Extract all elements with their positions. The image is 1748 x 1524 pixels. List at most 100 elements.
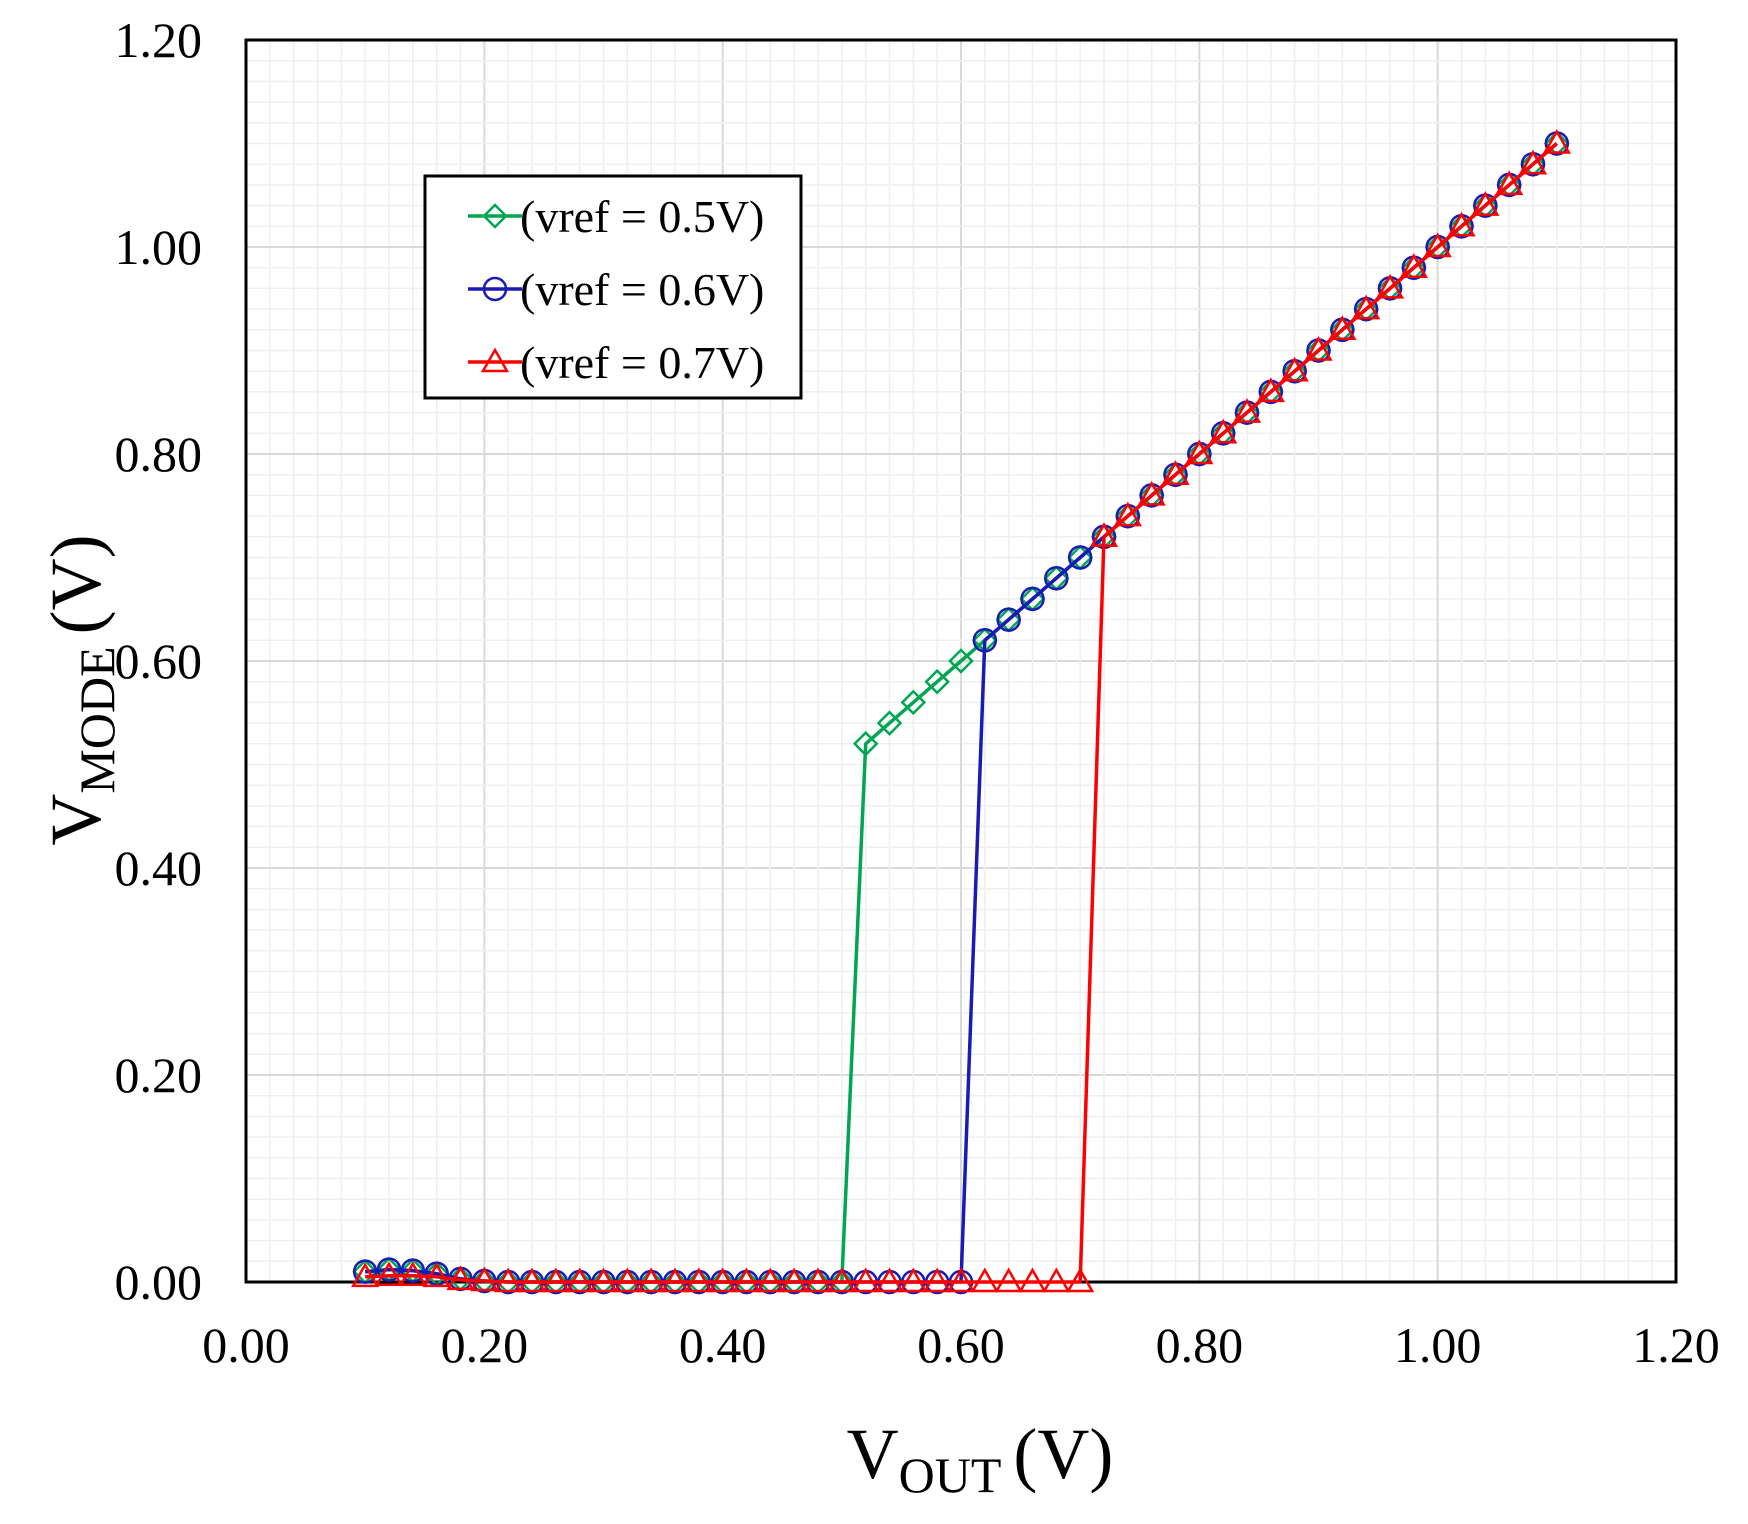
y-tick-label: 0.20	[115, 1047, 203, 1103]
data-point	[946, 1267, 976, 1293]
y-tick-label: 0.00	[115, 1254, 203, 1310]
series-3	[351, 128, 1571, 1293]
data-point	[637, 1267, 666, 1293]
data-point	[541, 1267, 570, 1293]
data-point	[1067, 545, 1093, 570]
legend-swatch-marker	[482, 276, 508, 302]
data-point	[1399, 253, 1428, 278]
series-layer	[351, 128, 1571, 1295]
data-point	[1018, 1267, 1047, 1293]
y-axis-title-subscript: MODE	[69, 646, 125, 793]
y-tick-label: 0.40	[115, 840, 203, 896]
x-tick-labels: 0.00 0.20 0.40 0.60 0.80 1.00 1.20	[202, 1317, 1720, 1373]
data-point	[1066, 1267, 1095, 1293]
data-point	[1280, 356, 1309, 382]
data-point	[924, 668, 950, 695]
data-point	[1113, 501, 1142, 527]
data-point	[852, 731, 879, 757]
y-tick-label: 0.60	[115, 633, 203, 689]
data-point	[1209, 418, 1238, 444]
data-point	[851, 1267, 880, 1293]
data-point	[732, 1267, 761, 1293]
y-tick-labels: 0.00 0.20 0.40 0.60 0.80 1.00 1.20	[115, 12, 203, 1310]
data-point	[1423, 232, 1452, 258]
data-point	[374, 1261, 404, 1287]
data-point	[684, 1267, 713, 1293]
data-point	[1256, 377, 1285, 403]
data-point	[1042, 1267, 1071, 1293]
data-point	[422, 1262, 451, 1288]
data-point	[708, 1267, 737, 1293]
data-point	[494, 1267, 523, 1293]
y-tick-label: 1.00	[115, 219, 203, 275]
data-point	[470, 1266, 499, 1292]
y-axis-title-unit: (V)	[36, 534, 116, 634]
data-point	[899, 1267, 928, 1293]
data-point	[398, 1261, 427, 1287]
x-tick-label: 1.20	[1632, 1317, 1720, 1373]
data-point	[1447, 211, 1476, 237]
data-point	[970, 1267, 999, 1293]
data-point	[1518, 149, 1548, 175]
data-point	[517, 1267, 547, 1293]
legend: (vref = 0.5V) (vref = 0.6V) (vref = 0.7V)	[423, 174, 803, 400]
data-point	[1471, 191, 1500, 216]
grid	[246, 40, 1676, 1282]
y-axis-title: VMODE (V)	[36, 534, 125, 845]
data-point	[948, 648, 974, 674]
data-point	[875, 1267, 904, 1293]
data-point	[351, 1262, 380, 1288]
data-point	[1232, 398, 1262, 423]
legend-label: (vref = 0.6V)	[520, 264, 764, 315]
y-tick-label: 1.20	[115, 12, 203, 68]
legend-swatch-marker	[482, 203, 508, 229]
data-point	[780, 1267, 809, 1293]
x-tick-label: 0.20	[441, 1317, 529, 1373]
x-tick-label: 0.00	[202, 1317, 290, 1373]
data-point	[1495, 170, 1524, 196]
data-point	[1375, 273, 1405, 299]
x-axis-title-unit: (V)	[1013, 1414, 1113, 1494]
data-point	[900, 689, 927, 716]
data-point	[1328, 315, 1357, 341]
data-point	[660, 1267, 690, 1293]
data-point	[352, 1259, 378, 1284]
legend-swatch-marker	[480, 347, 510, 373]
x-axis-title: VOUT (V)	[847, 1414, 1114, 1503]
x-tick-label: 0.40	[679, 1317, 767, 1373]
data-point	[446, 1265, 475, 1291]
data-point	[876, 710, 903, 736]
legend-item: (vref = 0.7V)	[468, 337, 764, 388]
y-axis-title-main: V	[36, 794, 116, 846]
legend-items: (vref = 0.5V) (vref = 0.6V) (vref = 0.7V)	[468, 191, 764, 388]
data-point	[1352, 294, 1381, 320]
y-tick-label: 0.80	[115, 426, 203, 482]
x-tick-label: 0.80	[1156, 1317, 1244, 1373]
data-point	[1137, 480, 1166, 506]
data-point	[803, 1267, 833, 1293]
x-axis-title-main: V	[847, 1414, 899, 1494]
data-point	[923, 1267, 952, 1293]
legend-item: (vref = 0.6V)	[468, 264, 764, 315]
x-tick-label: 0.60	[917, 1317, 1005, 1373]
data-point	[1542, 128, 1571, 154]
x-tick-label: 1.00	[1394, 1317, 1482, 1373]
data-point	[1044, 565, 1069, 591]
data-point	[1089, 522, 1119, 548]
legend-label: (vref = 0.5V)	[520, 191, 764, 242]
legend-item: (vref = 0.5V)	[468, 191, 764, 242]
data-point	[1185, 439, 1214, 465]
x-axis-title-subscript: OUT	[899, 1447, 1002, 1503]
data-point	[589, 1267, 618, 1293]
data-point	[376, 1257, 402, 1282]
data-point	[827, 1267, 856, 1293]
legend-label: (vref = 0.7V)	[520, 337, 764, 388]
data-point	[400, 1258, 426, 1283]
data-point	[613, 1267, 642, 1293]
data-point	[1161, 460, 1190, 485]
data-point	[972, 628, 998, 653]
data-point	[1304, 335, 1333, 361]
data-point	[996, 607, 1021, 632]
